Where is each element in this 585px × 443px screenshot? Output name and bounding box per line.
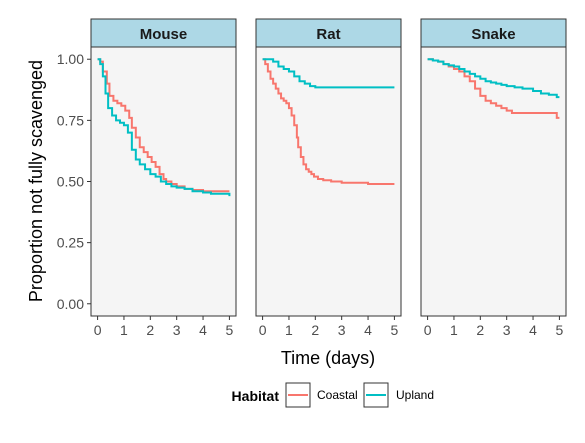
- x-tick-label: 3: [338, 322, 346, 338]
- x-tick-label: 5: [391, 322, 399, 338]
- panel-snake: Snake 0 1 2 3 4 5: [420, 18, 567, 338]
- strip-label-mouse: Mouse: [140, 26, 188, 43]
- legend-key-upland: Upland: [363, 382, 434, 408]
- panel-bg-snake: [420, 46, 567, 317]
- y-ticks: 0.00 0.25 0.50 0.75 1.00: [57, 51, 91, 312]
- x-tick-label: 2: [476, 322, 484, 338]
- x-tick-label: 5: [226, 322, 234, 338]
- x-axis-title: Time (days): [281, 348, 375, 368]
- y-axis: 0.00 0.25 0.50 0.75 1.00 Proportion not full…: [26, 51, 91, 312]
- panel-rat: Rat 0 1 2 3 4 5: [255, 18, 402, 338]
- series-line-mouse-coastal: [97, 58, 230, 193]
- x-tick-label: 4: [364, 322, 372, 338]
- x-tick-label: 2: [146, 322, 154, 338]
- panel-mouse: Mouse 0 1 2 3 4 5: [90, 18, 237, 338]
- x-tick-label: 5: [556, 322, 564, 338]
- x-tick-label: 4: [199, 322, 207, 338]
- y-tick-label: 0.75: [57, 112, 84, 128]
- y-tick-label: 1.00: [57, 51, 84, 67]
- strip-mouse: [90, 18, 237, 48]
- legend: Habitat Coastal Upland: [232, 382, 434, 408]
- x-tick-label: 2: [311, 322, 319, 338]
- x-tick-label: 4: [529, 322, 537, 338]
- legend-title: Habitat: [232, 388, 280, 404]
- legend-key-coastal: Coastal: [285, 382, 358, 408]
- x-tick-label: 0: [259, 322, 267, 338]
- y-tick-label: 0.25: [57, 235, 84, 251]
- x-tick-label: 1: [120, 322, 128, 338]
- x-tick-label: 1: [450, 322, 458, 338]
- panels-layer: Mouse 0 1 2 3 4 5 Rat 0 1 2 3 4 5 Snake 0 1 2 3 4 5: [90, 18, 567, 338]
- series-line-rat-upland: [262, 58, 395, 89]
- series-line-rat-coastal: [262, 58, 395, 185]
- legend-label-coastal: Coastal: [317, 388, 358, 402]
- strip-snake: [420, 18, 567, 48]
- series-line-snake-upland: [427, 58, 560, 99]
- series-line-mouse-upland: [97, 58, 231, 197]
- x-tick-label: 1: [285, 322, 293, 338]
- y-tick-label: 0.00: [57, 296, 84, 312]
- y-tick-label: 0.50: [57, 174, 84, 190]
- x-tick-label: 0: [424, 322, 432, 338]
- x-tick-label: 0: [94, 322, 102, 338]
- legend-label-upland: Upland: [396, 388, 434, 402]
- strip-label-rat: Rat: [316, 26, 340, 43]
- y-axis-title: Proportion not fully scavenged: [26, 60, 46, 302]
- x-tick-label: 3: [503, 322, 511, 338]
- x-tick-label: 3: [173, 322, 181, 338]
- strip-rat: [255, 18, 402, 48]
- panel-bg-rat: [255, 46, 402, 317]
- strip-label-snake: Snake: [471, 26, 515, 43]
